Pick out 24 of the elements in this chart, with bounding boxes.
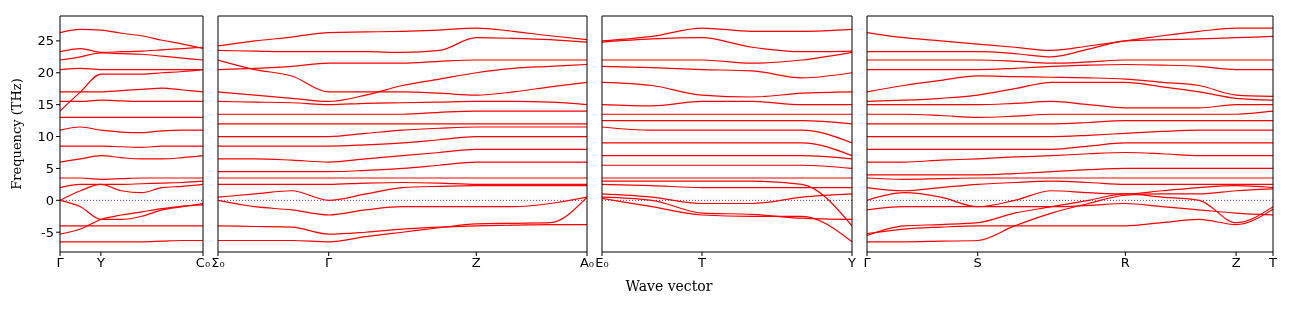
y-tick-label: 0 <box>45 192 54 208</box>
x-tick-label: R <box>1120 255 1130 271</box>
x-tick-label: E₀ <box>595 255 609 271</box>
x-tick-label: T <box>1268 255 1278 271</box>
y-tick-label: 10 <box>37 129 54 145</box>
x-tick-label: C₀ <box>195 255 211 271</box>
y-axis-title: Frequency (THz) <box>8 78 24 190</box>
y-tick-label: 20 <box>37 65 54 81</box>
x-tick-label: Z <box>471 255 481 271</box>
x-tick-label: Γ <box>325 255 334 271</box>
y-tick-label: 5 <box>45 161 54 177</box>
x-tick-label: Σ₀ <box>211 255 225 271</box>
x-tick-label: Γ <box>56 255 65 271</box>
y-tick-label: -5 <box>41 224 54 240</box>
x-tick-label: T <box>697 255 707 271</box>
x-axis-title: Wave vector <box>624 278 714 294</box>
x-tick-label: Γ <box>863 255 872 271</box>
y-tick-label: 25 <box>37 33 54 49</box>
x-tick-label: Y <box>95 255 105 271</box>
x-tick-label: A₀ <box>579 255 595 271</box>
x-tick-label: S <box>973 255 982 271</box>
x-tick-label: Z <box>1231 255 1241 271</box>
y-tick-label: 15 <box>37 97 54 113</box>
x-tick-label: Y <box>847 255 857 271</box>
